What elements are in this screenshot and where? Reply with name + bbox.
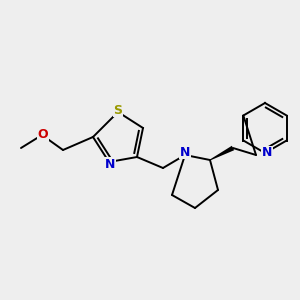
Text: N: N — [262, 146, 272, 160]
Polygon shape — [210, 146, 234, 160]
Text: S: S — [113, 103, 122, 116]
Text: O: O — [38, 128, 48, 142]
Text: N: N — [105, 158, 115, 170]
Text: N: N — [180, 146, 190, 158]
